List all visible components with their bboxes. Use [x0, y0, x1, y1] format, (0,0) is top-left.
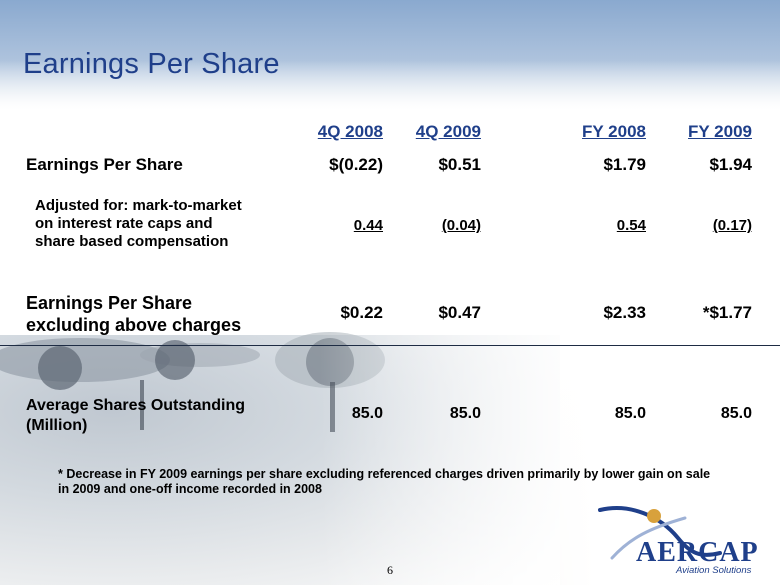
slide-title: Earnings Per Share: [23, 48, 280, 80]
adjustment-fy-2009: (0.17): [712, 217, 752, 234]
aircraft-engine: [38, 346, 82, 390]
eps-excl-4q-2009: $0.47: [438, 303, 481, 322]
shares-4q-2008: 85.0: [351, 405, 383, 422]
shares-fy-2009: 85.0: [720, 405, 752, 422]
average-shares-label-line-2: (Million): [26, 417, 88, 434]
adjustment-4q-2009: (0.04): [441, 217, 481, 234]
eps-excluding-label-line-1: Earnings Per Share: [26, 293, 193, 313]
landing-gear: [140, 380, 144, 430]
adjustment-fy-2008: 0.54: [616, 217, 646, 234]
logo-tagline: Aviation Solutions: [676, 565, 752, 576]
shares-fy-2008: 85.0: [614, 405, 646, 422]
column-header-4q-2009: 4Q 2009: [415, 122, 481, 141]
aircraft-engine: [155, 340, 195, 380]
eps-excl-fy-2009: *$1.77: [702, 303, 752, 322]
aercap-logo-icon: [598, 506, 722, 560]
adjustments-label-line-1: Adjusted for: mark-to-market: [35, 197, 242, 214]
background-fade: [320, 300, 780, 585]
footnote-line-1: * Decrease in FY 2009 earnings per share…: [58, 467, 711, 481]
page-number: 6: [387, 563, 393, 577]
row-label-eps: Earnings Per Share: [26, 155, 183, 174]
footnote-line-2: in 2009 and one-off income recorded in 2…: [58, 482, 322, 496]
sky-fade: [0, 60, 780, 120]
row-label-average-shares: Average Shares Outstanding (Million): [26, 396, 245, 436]
column-header-fy-2008: FY 2008: [582, 122, 646, 141]
eps-excl-4q-2008: $0.22: [340, 303, 383, 322]
adjustments-label-line-2: on interest rate caps and: [35, 215, 213, 232]
eps-4q-2009: $0.51: [438, 155, 481, 174]
column-header-fy-2009: FY 2009: [688, 122, 752, 141]
eps-fy-2009: $1.94: [709, 155, 752, 174]
divider-line: [0, 345, 780, 346]
row-label-eps-excluding: Earnings Per Share excluding above charg…: [26, 292, 241, 336]
footnote: * Decrease in FY 2009 earnings per share…: [58, 467, 748, 497]
logo-wordmark: AERCAP: [636, 537, 759, 568]
row-label-adjustments: Adjusted for: mark-to-market on interest…: [35, 197, 242, 251]
column-header-4q-2008: 4Q 2008: [317, 122, 383, 141]
adjustments-label-line-3: share based compensation: [35, 233, 229, 250]
eps-fy-2008: $1.79: [603, 155, 646, 174]
shares-4q-2009: 85.0: [449, 405, 481, 422]
eps-excl-fy-2008: $2.33: [603, 303, 646, 322]
adjustment-4q-2008: 0.44: [353, 217, 383, 234]
eps-4q-2008: $(0.22): [329, 155, 383, 174]
eps-excluding-label-line-2: excluding above charges: [26, 315, 242, 335]
average-shares-label-line-1: Average Shares Outstanding: [26, 397, 246, 414]
